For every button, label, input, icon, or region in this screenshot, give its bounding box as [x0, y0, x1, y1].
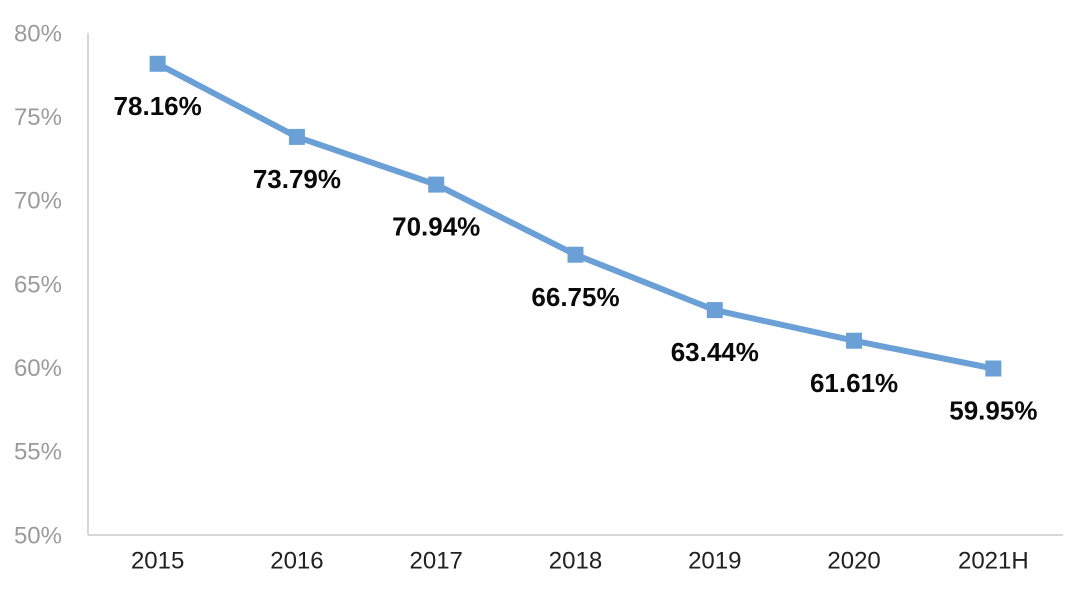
data-point-label: 63.44% — [671, 337, 759, 367]
data-point-marker — [846, 332, 863, 349]
y-axis-tick-label: 60% — [14, 355, 62, 382]
y-axis-tick-label: 75% — [14, 104, 62, 131]
x-axis-tick-label: 2020 — [827, 547, 880, 574]
data-point-label: 73.79% — [253, 164, 341, 194]
x-axis-tick-label: 2018 — [549, 547, 602, 574]
x-axis-tick-label: 2021H — [958, 547, 1029, 574]
data-point-label: 70.94% — [392, 212, 480, 242]
y-axis-tick-label: 80% — [14, 20, 62, 47]
data-point-marker — [706, 302, 723, 319]
x-axis-tick-label: 2019 — [688, 547, 741, 574]
data-point-marker — [288, 128, 305, 145]
data-point-marker — [149, 55, 166, 72]
series-line — [154, 60, 997, 372]
data-point-label: 61.61% — [810, 368, 898, 398]
y-axis-tick-label: 55% — [14, 439, 62, 466]
x-axis-tick-label: 2015 — [131, 547, 184, 574]
data-point-label: 78.16% — [114, 91, 202, 121]
y-axis-tick-label: 50% — [14, 522, 62, 549]
x-axis-tick-label: 2016 — [270, 547, 323, 574]
data-point-marker — [567, 246, 584, 263]
data-point-marker — [985, 360, 1002, 377]
x-axis-tick-label: 2017 — [410, 547, 463, 574]
y-axis-tick-label: 70% — [14, 188, 62, 215]
data-point-marker — [428, 176, 445, 193]
y-axis-tick-label: 65% — [14, 271, 62, 298]
data-point-label: 66.75% — [531, 282, 619, 312]
data-point-label: 59.95% — [949, 396, 1037, 426]
